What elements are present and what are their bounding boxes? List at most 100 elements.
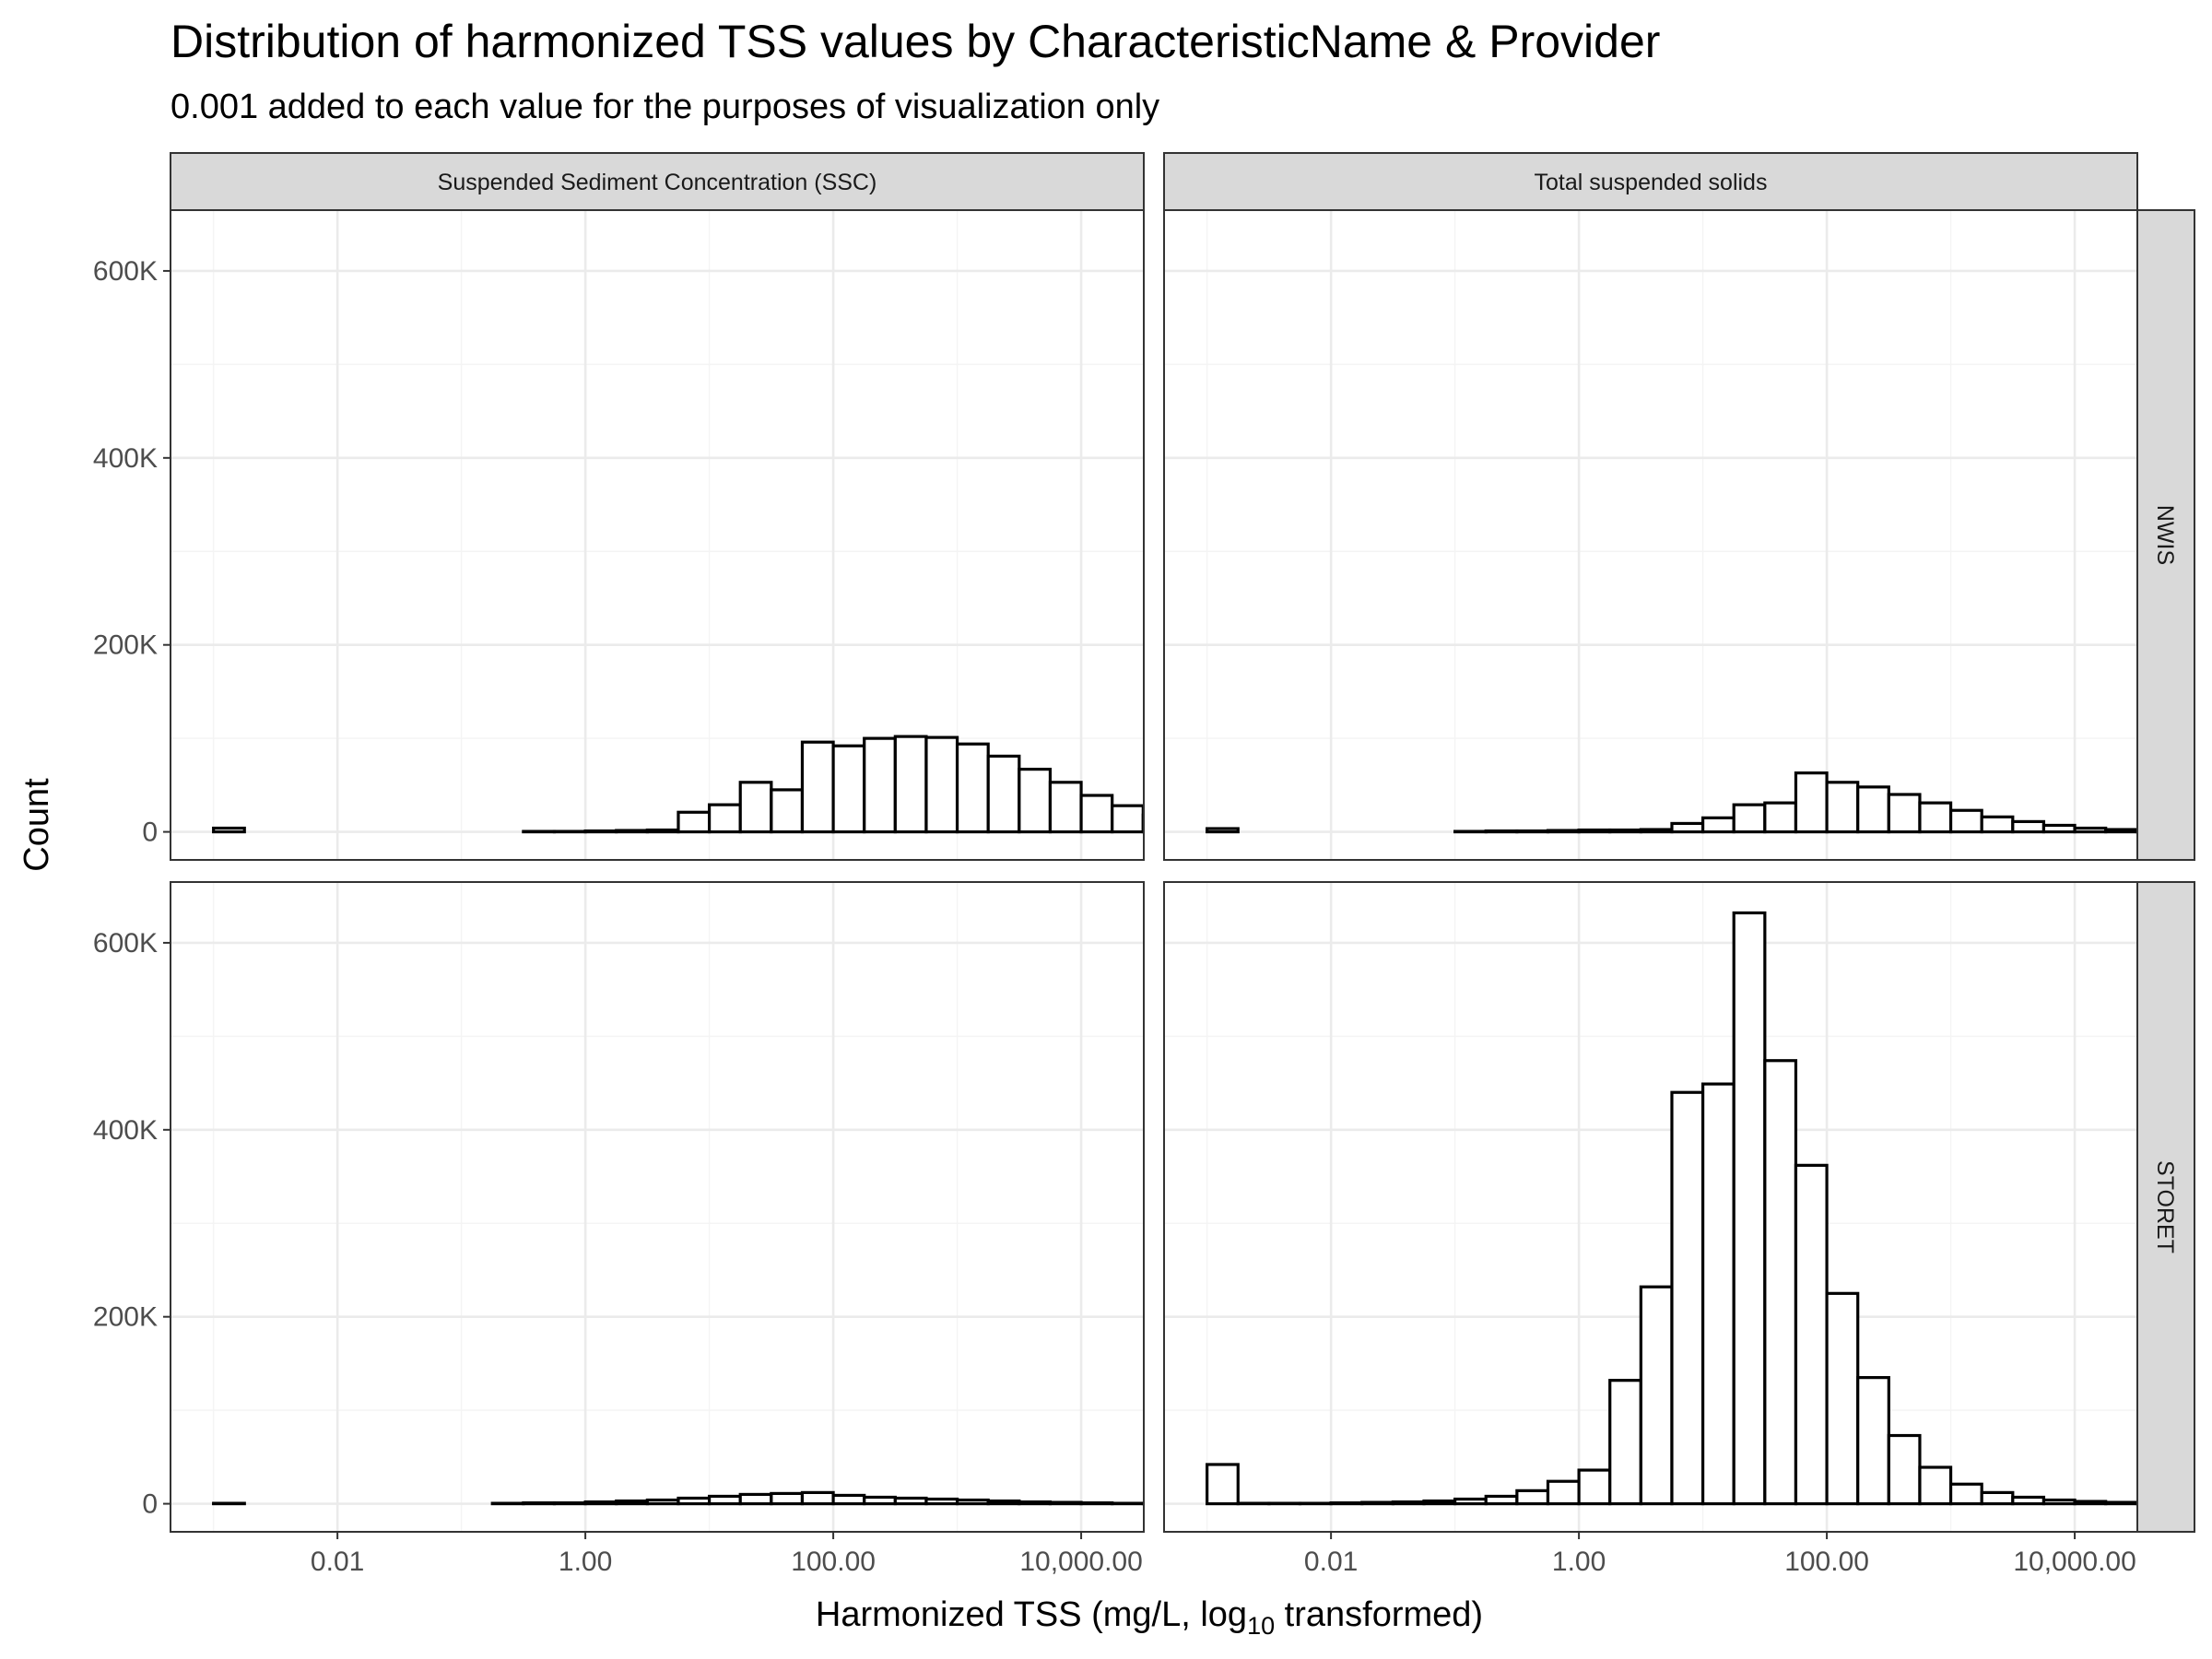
facet-strip-label: Suspended Sediment Concentration (SSC) xyxy=(438,170,877,195)
histogram-bar xyxy=(707,1494,742,1506)
x-tick-label: 100.00 xyxy=(1784,1547,1869,1577)
y-tick-label: 200K xyxy=(93,630,158,661)
axis-ticks: 0 200K 400K 600K 0 200K 400K 600K 0.01 1.00 100.00… xyxy=(93,256,2136,1577)
histogram-bar xyxy=(1048,781,1083,834)
histogram-bar xyxy=(2073,1500,2108,1506)
histogram-bar xyxy=(1141,813,1144,834)
histogram-bar xyxy=(1918,801,1953,834)
histogram-bar xyxy=(1484,1494,1519,1506)
histogram-bar xyxy=(893,1496,928,1506)
chart-subtitle: 0.001 added to each value for the purpos… xyxy=(171,88,1159,126)
histogram-bar xyxy=(1018,1500,1053,1506)
histogram-bar xyxy=(1763,1059,1798,1506)
histogram-bar xyxy=(1298,1501,1333,1506)
x-tick-label: 0.01 xyxy=(311,1547,364,1577)
histogram-bar xyxy=(955,742,990,834)
panel-suspended-sediment-concentration-ssc-storet xyxy=(170,881,1145,1533)
histogram-bar xyxy=(2041,1498,2077,1506)
histogram-bar xyxy=(522,830,557,834)
histogram-bar xyxy=(490,1501,525,1506)
histogram-bar xyxy=(831,1493,866,1506)
histogram-bar xyxy=(707,803,742,834)
y-tick-label: 600K xyxy=(93,256,158,287)
histogram-bar xyxy=(1887,793,1922,834)
histogram-bar xyxy=(583,1500,618,1506)
histogram-bar xyxy=(1174,821,1206,831)
panel-border xyxy=(170,881,1145,1533)
histogram-bar xyxy=(1577,1468,1612,1506)
histogram-bar xyxy=(2041,823,2077,834)
histogram-bar xyxy=(1948,1482,1983,1506)
histogram-bar xyxy=(738,781,773,834)
histogram-bar xyxy=(1515,1488,1550,1506)
histogram-bar xyxy=(1484,829,1519,834)
y-tick-label: 400K xyxy=(93,1115,158,1146)
histogram-bar xyxy=(1608,828,1642,834)
histogram-bar xyxy=(800,1490,835,1506)
histogram-bar xyxy=(677,1496,712,1506)
histogram-bar xyxy=(1453,1497,1488,1506)
histogram-bar xyxy=(1918,1465,1953,1506)
histogram-bar xyxy=(986,1499,1021,1506)
histogram-bar xyxy=(645,1498,680,1506)
histogram-bar xyxy=(1825,781,1860,834)
histogram-bar xyxy=(770,1491,805,1506)
y-tick-label: 0 xyxy=(142,818,158,848)
panels-layer xyxy=(170,209,2212,1533)
histogram-bar xyxy=(1794,771,1829,834)
histogram-bar xyxy=(1048,1500,1083,1506)
histogram-bar xyxy=(677,810,712,834)
x-tick-label: 0.01 xyxy=(1304,1547,1358,1577)
panel-total-suspended-solids-storet xyxy=(1163,881,2138,1533)
histogram-bar xyxy=(552,830,587,834)
panel-total-suspended-solids-nwis xyxy=(1163,209,2212,861)
histogram-bar xyxy=(1856,785,1890,834)
histogram-bar xyxy=(2104,828,2137,834)
histogram-bar xyxy=(1018,768,1053,834)
histogram-bar xyxy=(552,1500,587,1506)
histogram-bar xyxy=(1608,1379,1642,1506)
histogram-bar xyxy=(800,740,835,834)
histogram-bar xyxy=(738,1492,773,1506)
histogram-bar xyxy=(2199,831,2212,832)
y-tick-label: 0 xyxy=(142,1489,158,1520)
histogram-bar xyxy=(1732,911,1767,1506)
x-tick-label: 1.00 xyxy=(1552,1547,1606,1577)
histogram-bar xyxy=(2011,819,2046,834)
histogram-bar xyxy=(955,1498,990,1506)
chart-title: Distribution of harmonized TSS values by… xyxy=(171,16,1660,67)
y-axis-title: Count xyxy=(18,778,56,872)
histogram-bar xyxy=(615,829,649,834)
histogram-bar xyxy=(924,1497,959,1506)
histogram-bar xyxy=(831,744,866,834)
histogram-bar xyxy=(1515,829,1550,834)
histogram-bar xyxy=(863,736,897,834)
histogram-bar xyxy=(1267,1501,1302,1506)
histogram-bar xyxy=(1236,1501,1271,1506)
facet-strip-nwis: NWIS xyxy=(2136,209,2195,861)
histogram-bar xyxy=(1887,1433,1922,1506)
y-tick-label: 200K xyxy=(93,1302,158,1333)
histogram-bar xyxy=(1763,801,1798,834)
histogram-bar xyxy=(1206,1463,1240,1506)
histogram-bar xyxy=(1639,1285,1674,1506)
histogram-bar xyxy=(1948,808,1983,834)
y-tick-label: 600K xyxy=(93,928,158,959)
x-tick-label: 1.00 xyxy=(559,1547,612,1577)
panel-border xyxy=(1163,209,2138,861)
facet-strip-label: Total suspended solids xyxy=(1535,170,1768,195)
facet-strip-suspended-sediment-concentration-ssc: Suspended Sediment Concentration (SSC) xyxy=(170,152,1145,211)
facet-strip-label: STORET xyxy=(2152,1160,2178,1253)
histogram-bar xyxy=(1670,1090,1705,1506)
histogram-bar xyxy=(1079,794,1114,834)
facet-strips: Suspended Sediment Concentration (SSC) To… xyxy=(170,152,2195,1533)
histogram-bar xyxy=(1980,815,2015,834)
histogram-bar xyxy=(212,826,246,834)
x-axis-title-prefix: Harmonized TSS (mg/L, log xyxy=(816,1595,1247,1634)
histogram-bar xyxy=(1453,830,1488,834)
facet-strip-label: NWIS xyxy=(2152,505,2178,565)
histogram-bar xyxy=(615,1499,649,1506)
histogram-bar xyxy=(1700,816,1735,834)
histogram-bar xyxy=(1794,1163,1829,1506)
